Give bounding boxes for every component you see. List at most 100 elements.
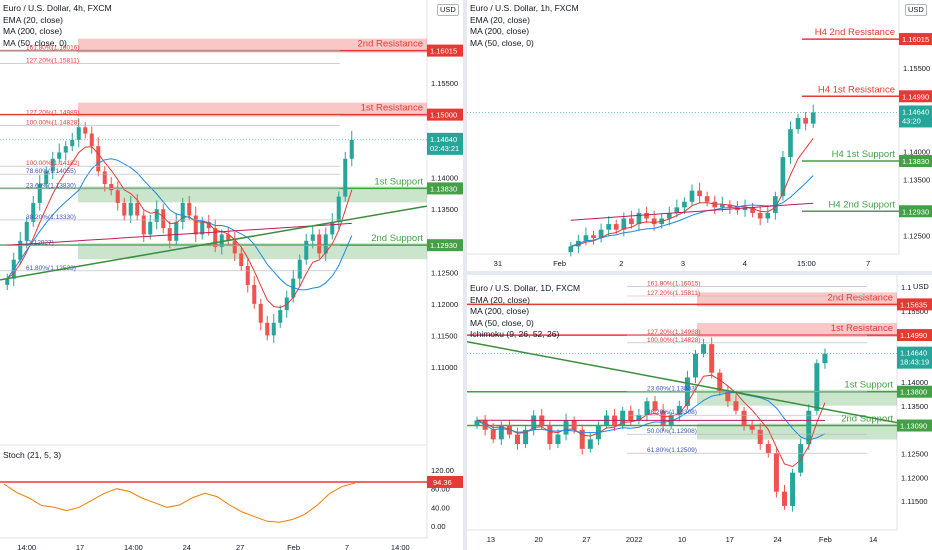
candle <box>24 221 29 241</box>
time-tick-label: 4 <box>743 259 747 268</box>
price-tag-label: 1.12930 <box>902 207 929 216</box>
candle <box>644 212 649 219</box>
candle <box>712 201 718 208</box>
chart-panel-1d[interactable]: 1.160001.155001.140001.135001.125001.120… <box>467 275 932 550</box>
candle <box>31 202 36 222</box>
candle <box>154 209 159 222</box>
panel-separator <box>467 271 932 275</box>
candle <box>193 215 198 235</box>
candle <box>795 118 801 130</box>
resistance-zone <box>78 38 427 53</box>
current-price-label: 1.14640 <box>902 107 929 116</box>
chart-4h-svg[interactable]: 1.15500 1.14000 1.13500 1.12500 1.12000 1.115… <box>0 0 463 550</box>
fib-label: 38.20%(1.13308) <box>647 409 697 416</box>
price-tag-label: 1.13090 <box>900 422 927 431</box>
candle <box>180 202 185 222</box>
time-tick-label: Feb <box>287 543 300 550</box>
candle <box>128 202 133 216</box>
fib-label: 38.20%(1.13330) <box>26 214 76 221</box>
candle <box>652 401 658 411</box>
stoch-tick-label: 40.00 <box>431 503 450 512</box>
price-tick-label: 1.12500 <box>901 450 928 459</box>
price-tick-label: 1.11500 <box>431 331 458 340</box>
chart-1d-svg[interactable]: 1.160001.155001.140001.135001.125001.120… <box>467 275 932 550</box>
candle <box>781 491 788 506</box>
candle <box>50 158 55 172</box>
price-tag <box>897 329 932 342</box>
candle <box>187 202 192 216</box>
time-tick-label: Feb <box>553 259 566 268</box>
price-tag <box>427 44 463 57</box>
price-tag <box>427 239 463 252</box>
candle <box>284 297 289 311</box>
candle <box>717 372 723 392</box>
candle <box>490 429 496 440</box>
fib-label: 78.60%(1.14055) <box>26 168 76 175</box>
candle <box>704 196 710 202</box>
trendline <box>0 205 428 281</box>
candle <box>200 221 205 235</box>
current-price-tag <box>427 132 463 155</box>
chart-panel-1h[interactable]: 1.15500 1.14000 1.13500 1.12500 31 Feb 2 3 4 15:0… <box>467 0 932 271</box>
currency-button[interactable]: USD <box>437 4 459 16</box>
candle <box>742 207 748 211</box>
candle <box>822 353 828 364</box>
chart-panel-4h[interactable]: 1.15500 1.14000 1.13500 1.12500 1.12000 1.115… <box>0 0 463 550</box>
candle <box>44 171 49 184</box>
resistance-label: 2nd Resistance <box>358 39 423 50</box>
candle <box>122 202 127 216</box>
candle <box>514 434 521 445</box>
candle <box>239 253 244 266</box>
time-tick-label: 2022 <box>626 535 643 544</box>
candle <box>788 129 793 158</box>
countdown-label: 02:43:21 <box>430 144 459 153</box>
chart-1h-svg[interactable]: 1.15500 1.14000 1.13500 1.12500 31 Feb 2 3 4 15:0… <box>467 0 932 271</box>
candle <box>37 184 42 203</box>
fib-label: 23.60%(1.13803) <box>647 386 697 393</box>
time-tick-label: 27 <box>582 535 590 544</box>
candle <box>547 425 553 445</box>
time-tick-label: 27 <box>236 543 244 550</box>
candle <box>18 240 23 260</box>
price-tag <box>427 108 463 121</box>
support-label: H4 2nd Support <box>828 199 895 210</box>
candle <box>135 202 140 216</box>
candle <box>206 221 211 229</box>
chart-title: Euro / U.S. Dollar, 4h, FXCM <box>3 3 112 13</box>
time-tick-label: 15:00 <box>797 259 816 268</box>
time-tick-label: Feb <box>819 535 832 544</box>
resistance-zone <box>78 102 427 117</box>
price-tick-label: 1.13500 <box>901 402 928 411</box>
resistance-label: H4 2nd Resistance <box>815 27 895 38</box>
candle <box>814 363 820 411</box>
candle <box>213 228 218 248</box>
candle <box>115 190 120 203</box>
current-price-tag <box>899 105 932 128</box>
price-tag-label: 1.15000 <box>430 111 457 120</box>
price-tag-label: 1.13830 <box>902 157 929 166</box>
candle <box>780 157 786 197</box>
candle <box>709 344 715 373</box>
fib-label: 100.00%(1.14182) <box>26 160 80 167</box>
time-tick-label: 7 <box>345 543 349 550</box>
candle <box>102 171 107 184</box>
currency-button[interactable]: USD <box>905 4 927 16</box>
countdown-label: 43:20 <box>902 116 921 125</box>
candle <box>651 218 657 225</box>
fib-label: 50.00%(1.12908) <box>647 428 697 435</box>
price-tag <box>897 298 932 311</box>
candle <box>692 353 699 378</box>
candle <box>757 212 763 219</box>
price-tick-label: 1.11500 <box>901 497 928 506</box>
candle <box>167 228 172 241</box>
candle <box>265 322 270 336</box>
candle <box>563 420 569 435</box>
stoch-k-line <box>3 482 356 523</box>
panel-separator <box>463 0 467 550</box>
candle <box>674 207 680 213</box>
time-tick-label: 7 <box>866 259 870 268</box>
candle <box>174 221 179 241</box>
fib-label: 127.20%(1.15811) <box>26 57 79 64</box>
price-tick-label: 1.12500 <box>903 231 930 240</box>
price-tag-label: 1.16015 <box>430 47 457 56</box>
